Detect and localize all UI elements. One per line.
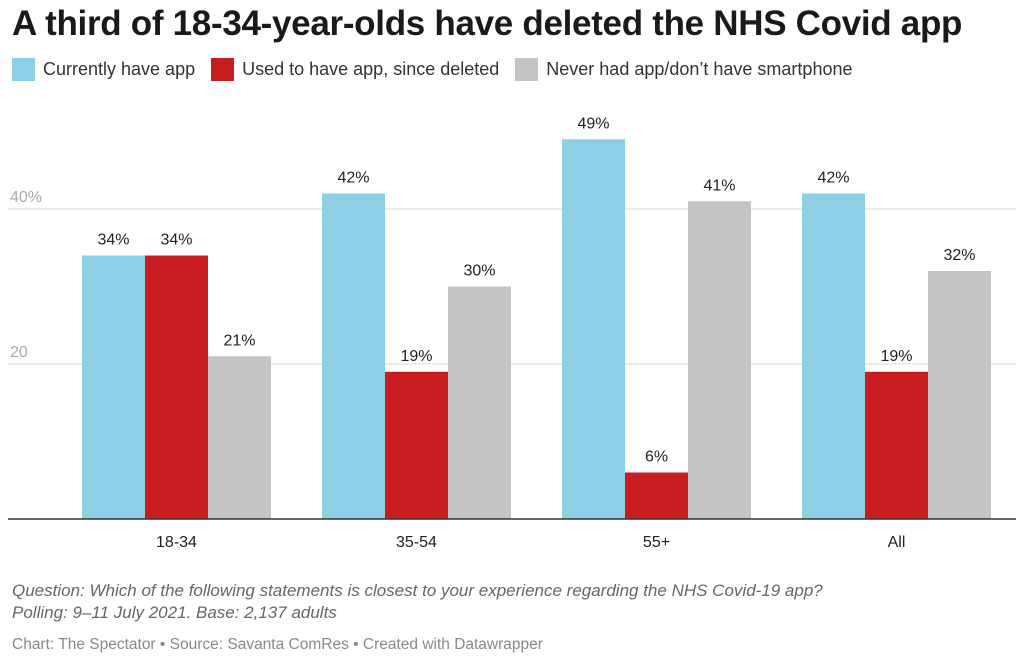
x-tick-label-55-: 55+ bbox=[643, 534, 670, 551]
data-label-all-series-1: 19% bbox=[880, 348, 912, 365]
legend-swatch-never-had-app bbox=[515, 58, 539, 81]
legend-label-never-had-app: Never had app/don’t have smartphone bbox=[546, 59, 853, 79]
legend-swatch-since-deleted bbox=[211, 58, 235, 81]
legend-label-since-deleted: Used to have app, since deleted bbox=[242, 59, 500, 79]
question-note: Question: Which of the following stateme… bbox=[12, 581, 823, 600]
data-label-55--series-2: 41% bbox=[703, 177, 735, 194]
bar-18-34-series-0 bbox=[82, 255, 145, 519]
data-label-55--series-1: 6% bbox=[645, 449, 668, 466]
bar-all-series-1 bbox=[865, 371, 928, 519]
chart-credit: Chart: The Spectator • Source: Savanta C… bbox=[12, 636, 543, 653]
data-label-55--series-0: 49% bbox=[577, 115, 609, 132]
bar-35-54-series-1 bbox=[385, 371, 448, 519]
data-label-35-54-series-1: 19% bbox=[400, 348, 432, 365]
bar-18-34-series-2 bbox=[208, 356, 271, 519]
bar-chart: 20 40% 34% 34% 21% 18-34 42% 19% 30% 35-54 49% 6% 41… bbox=[8, 115, 1016, 551]
legend-label-currently-have-app: Currently have app bbox=[43, 59, 196, 79]
bar-55--series-2 bbox=[688, 201, 751, 519]
legend-swatch-currently-have-app bbox=[12, 58, 35, 81]
bar-55--series-0 bbox=[562, 139, 625, 519]
x-tick-label-35-54: 35-54 bbox=[396, 534, 437, 551]
data-label-18-34-series-1: 34% bbox=[160, 232, 192, 249]
data-label-all-series-0: 42% bbox=[817, 170, 849, 187]
y-tick-label-20: 20 bbox=[10, 344, 28, 361]
data-label-35-54-series-0: 42% bbox=[337, 170, 369, 187]
bar-all-series-0 bbox=[802, 193, 865, 519]
bar-55--series-1 bbox=[625, 472, 688, 519]
chart-title: A third of 18-34-year-olds have deleted … bbox=[12, 4, 963, 43]
bar-all-series-2 bbox=[928, 271, 991, 519]
bar-35-54-series-0 bbox=[322, 193, 385, 519]
legend-item-currently-have-app: Currently have app bbox=[12, 58, 195, 81]
bar-35-54-series-2 bbox=[448, 286, 511, 519]
data-label-all-series-2: 32% bbox=[943, 247, 975, 264]
x-tick-label-all: All bbox=[888, 534, 906, 551]
legend: Currently have app Used to have app, sin… bbox=[12, 58, 868, 81]
polling-note: Polling: 9–11 July 2021. Base: 2,137 adu… bbox=[12, 603, 337, 622]
bar-18-34-series-1 bbox=[145, 255, 208, 519]
data-label-18-34-series-2: 21% bbox=[223, 332, 255, 349]
x-tick-label-18-34: 18-34 bbox=[156, 534, 197, 551]
y-tick-label-40: 40% bbox=[10, 189, 42, 206]
data-label-35-54-series-2: 30% bbox=[463, 263, 495, 280]
data-label-18-34-series-0: 34% bbox=[97, 232, 129, 249]
legend-item-since-deleted: Used to have app, since deleted bbox=[211, 58, 499, 81]
chart-notes: Question: Which of the following stateme… bbox=[12, 580, 823, 624]
legend-item-never-had-app: Never had app/don’t have smartphone bbox=[515, 58, 852, 81]
